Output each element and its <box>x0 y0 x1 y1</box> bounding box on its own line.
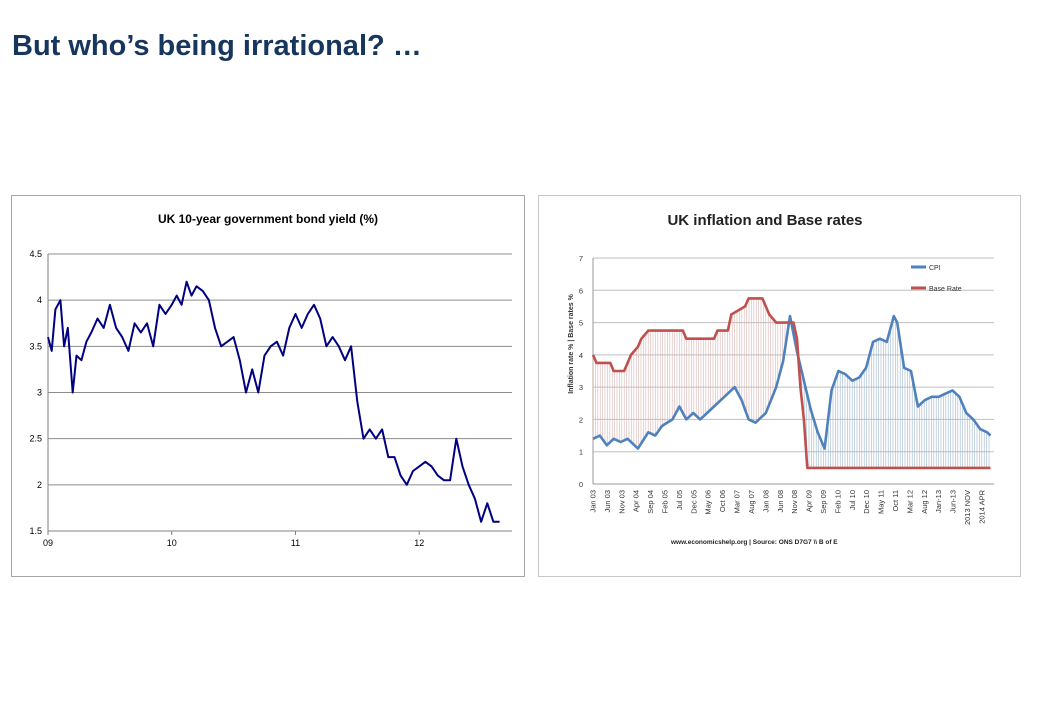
bond-yield-chart-panel: UK 10-year government bond yield (%) 1.5… <box>11 195 525 577</box>
inflation-y-tick-label: 4 <box>579 351 583 360</box>
inflation-x-tick-label: Jan 08 <box>761 490 770 513</box>
bond-yield-chart-title: UK 10-year government bond yield (%) <box>158 212 378 226</box>
cpi-line <box>592 314 992 450</box>
inflation-y-tick-label: 5 <box>579 319 583 328</box>
bond-yield-y-tick-label: 3 <box>37 388 42 398</box>
bond-yield-y-tick-label: 3.5 <box>29 341 42 351</box>
inflation-y-tick-label: 2 <box>579 415 583 424</box>
bond-yield-y-tick-label: 4 <box>37 295 42 305</box>
legend-base-rate-label: Base Rate <box>929 286 962 293</box>
inflation-chart-y-axis-label: Inflation rate % | Base rates % <box>568 293 575 393</box>
inflation-y-tick-label: 1 <box>579 448 583 457</box>
inflation-y-tick-label: 3 <box>579 383 583 392</box>
inflation-x-tick-label: Mar 07 <box>733 490 742 513</box>
inflation-x-tick-label: Aug 07 <box>747 490 756 514</box>
bond-yield-x-tick-label: 11 <box>291 538 300 548</box>
slide-title: But who’s being irrational? … <box>12 30 422 62</box>
inflation-x-tick-label: Jul 05 <box>675 490 684 510</box>
inflation-y-tick-label: 0 <box>579 480 583 489</box>
inflation-base-rate-chart: UK inflation and Base rates Inflation ra… <box>568 212 994 546</box>
inflation-x-tick-label: Jul 10 <box>848 490 857 510</box>
inflation-x-tick-label: Oct 11 <box>891 490 900 512</box>
inflation-x-tick-label: Sep 04 <box>646 490 655 514</box>
inflation-chart-title: UK inflation and Base rates <box>667 212 862 229</box>
legend-cpi-label: CPI <box>929 265 941 272</box>
bond-yield-x-tick-label: 10 <box>167 538 177 548</box>
inflation-x-tick-label: Dec 05 <box>689 490 698 514</box>
inflation-x-tick-label: Feb 05 <box>661 490 670 513</box>
inflation-x-tick-label: May 11 <box>877 490 886 514</box>
bond-yield-line <box>47 280 500 523</box>
inflation-x-tick-label: Jun 08 <box>776 490 785 513</box>
base-rate-line <box>591 297 991 470</box>
inflation-x-tick-label: Jan-13 <box>934 490 943 513</box>
bond-yield-chart: UK 10-year government bond yield (%) 1.5… <box>29 212 512 548</box>
inflation-y-tick-label: 6 <box>579 286 583 295</box>
inflation-x-tick-label: Aug 12 <box>920 490 929 514</box>
bond-yield-x-tick-label: 09 <box>43 538 53 548</box>
inflation-x-tick-label: Nov 08 <box>790 490 799 514</box>
inflation-x-tick-label: Mar 12 <box>905 490 914 513</box>
inflation-x-tick-label: Nov 03 <box>617 490 626 514</box>
inflation-x-tick-label: May 06 <box>704 490 713 515</box>
inflation-x-tick-label: Dec 10 <box>862 490 871 514</box>
inflation-x-tick-label: Jan 03 <box>589 490 598 513</box>
bond-yield-x-tick-label: 12 <box>414 538 424 548</box>
bond-yield-y-tick-label: 4.5 <box>29 249 42 259</box>
inflation-x-tick-label: Oct 06 <box>718 490 727 512</box>
bond-yield-y-tick-label: 2 <box>37 480 42 490</box>
inflation-x-tick-label: 2013 NOV <box>963 490 972 525</box>
inflation-x-tick-label: Apr 04 <box>632 490 641 512</box>
inflation-x-tick-label: Jun 03 <box>603 490 612 513</box>
inflation-y-tick-label: 7 <box>579 254 583 263</box>
inflation-x-tick-label: Jun-13 <box>949 490 958 513</box>
bond-yield-y-tick-label: 1.5 <box>29 526 42 536</box>
inflation-base-rate-chart-panel: UK inflation and Base rates Inflation ra… <box>538 195 1021 577</box>
inflation-x-tick-label: Apr 09 <box>805 490 814 512</box>
bond-yield-y-tick-label: 2.5 <box>29 434 42 444</box>
inflation-chart-source: www.economicshelp.org | Source: ONS D7G7… <box>670 539 838 546</box>
inflation-x-tick-label: Feb 10 <box>833 490 842 513</box>
inflation-x-tick-label: Sep 09 <box>819 490 828 514</box>
inflation-x-tick-label: 2014 APR <box>977 489 986 523</box>
